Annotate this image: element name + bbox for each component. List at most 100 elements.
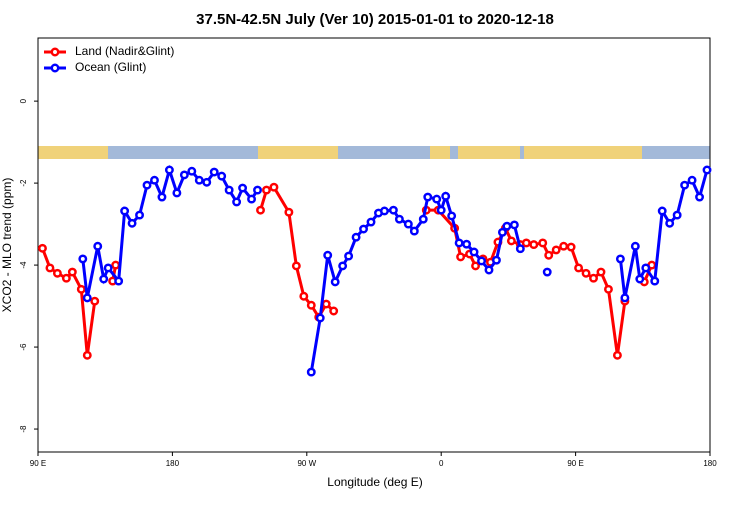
plot-frame [37,37,711,453]
data-point [45,263,55,273]
legend-marker [50,47,60,57]
legend-label: Land (Nadir&Glint) [75,44,174,58]
data-point [650,276,660,286]
data-point [344,251,354,261]
data-point [380,206,389,216]
data-point [150,175,159,185]
data-point [315,313,325,323]
data-point [509,220,519,230]
data-point [680,180,690,190]
data-point [164,165,174,175]
data-point [454,238,464,248]
data-point [291,261,301,271]
x-tick-label: 90 E [30,459,46,468]
data-point [127,218,137,228]
data-point [82,293,92,303]
data-point [436,205,446,215]
data-point [172,188,182,198]
data-point [338,261,348,271]
data-point [262,185,271,195]
data-point [574,263,584,273]
y-tick-label: -6 [19,343,28,351]
data-point [52,268,62,278]
data-point [78,254,88,264]
data-point [612,350,622,360]
data-point [551,245,561,255]
data-point [238,183,248,193]
data-point [589,273,598,283]
x-tick-label: 180 [166,459,180,468]
data-point [604,284,613,294]
data-point [187,166,197,176]
data-point [388,205,398,215]
data-point [306,367,316,377]
data-point [542,267,552,277]
data-point [687,175,697,185]
data-point [462,239,472,249]
y-axis-label: XCO2 - MLO trend (ppm) [0,178,14,313]
x-tick-label: 180 [703,459,717,468]
data-point [120,206,130,216]
data-point [142,180,152,190]
data-point [217,171,227,181]
data-point [111,260,121,270]
data-point [82,350,92,360]
data-point [529,240,539,250]
x-tick-label: 90 E [567,459,583,468]
data-point [114,276,124,286]
data-point [702,165,712,175]
data-point [330,277,340,287]
data-point [657,206,667,216]
data-point [409,226,419,236]
data-point [423,192,433,202]
data-point [515,244,525,254]
data-point [641,263,651,273]
data-point [394,214,404,224]
data-point [506,236,516,246]
chart-title: 37.5N-42.5N July (Ver 10) 2015-01-01 to … [196,11,554,28]
data-point [299,291,309,301]
data-point [665,218,675,228]
data-point [366,217,376,227]
data-point [61,273,71,283]
data-point [202,177,212,187]
data-point [232,197,242,207]
data-point [194,175,204,185]
data-point [103,263,113,273]
data-point [99,274,109,284]
data-point [502,221,512,231]
data-point [403,219,413,229]
data-point [253,185,262,195]
data-point [93,241,103,251]
data-point [76,284,86,294]
data-point [38,243,47,253]
data-point [581,268,591,278]
data-point [566,242,576,252]
data-point [329,306,339,316]
y-tick-label: -4 [19,261,28,269]
data-point [441,191,451,201]
data-point [635,274,645,284]
y-tick-label: 0 [19,98,28,103]
data-point [620,293,630,303]
data-point [224,185,234,195]
y-tick-label: -8 [19,425,28,433]
data-point [269,182,279,192]
data-point [695,192,704,202]
data-point [484,265,494,275]
x-tick-label: 90 W [297,459,316,468]
data-point [538,238,548,248]
data-point [418,214,428,224]
data-point [544,250,554,260]
data-point [306,300,316,310]
data-point [447,211,457,221]
x-axis-label: Longitude (deg E) [327,475,422,489]
x-tick-label: 0 [439,459,444,468]
legend-label: Ocean (Glint) [75,60,146,74]
data-point [179,170,189,180]
data-point [497,227,507,237]
data-point [477,256,486,266]
data-point [596,267,606,277]
data-point [67,267,77,277]
